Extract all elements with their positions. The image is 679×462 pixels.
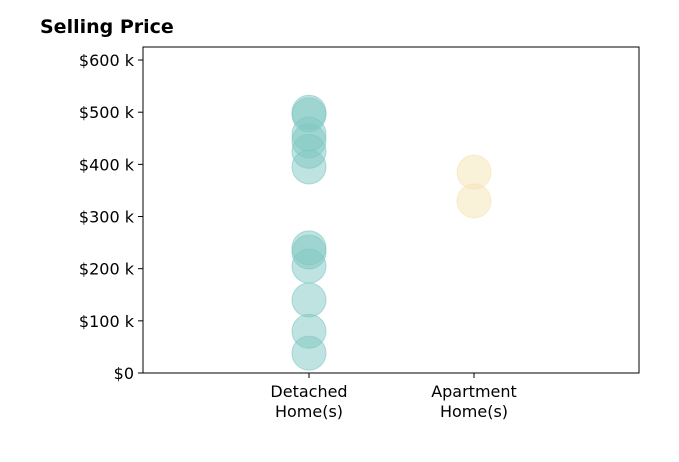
data-point bbox=[291, 230, 327, 266]
x-axis: Detached Home(s) Apartment Home(s) bbox=[270, 373, 517, 421]
y-tick-label: $300 k bbox=[79, 208, 135, 227]
x-tick-label: Apartment Home(s) bbox=[431, 382, 517, 421]
y-tick-label: $100 k bbox=[79, 312, 135, 331]
y-tick-label: $600 k bbox=[79, 51, 135, 70]
y-tick-label: $400 k bbox=[79, 155, 135, 174]
data-points bbox=[291, 94, 492, 371]
plot-frame bbox=[142, 46, 640, 374]
y-tick-label: $200 k bbox=[79, 260, 135, 279]
y-axis: $0 $100 k $200 k $300 k $400 k $500 k $600 k bbox=[79, 51, 143, 383]
data-point bbox=[291, 282, 327, 318]
data-point bbox=[291, 313, 327, 349]
y-tick-label: $500 k bbox=[79, 103, 135, 122]
chart-title: Selling Price bbox=[40, 16, 174, 38]
y-tick-label: $0 bbox=[114, 364, 134, 383]
data-point bbox=[456, 154, 492, 190]
x-tick-label: Detached Home(s) bbox=[270, 382, 347, 421]
data-point bbox=[291, 94, 327, 130]
